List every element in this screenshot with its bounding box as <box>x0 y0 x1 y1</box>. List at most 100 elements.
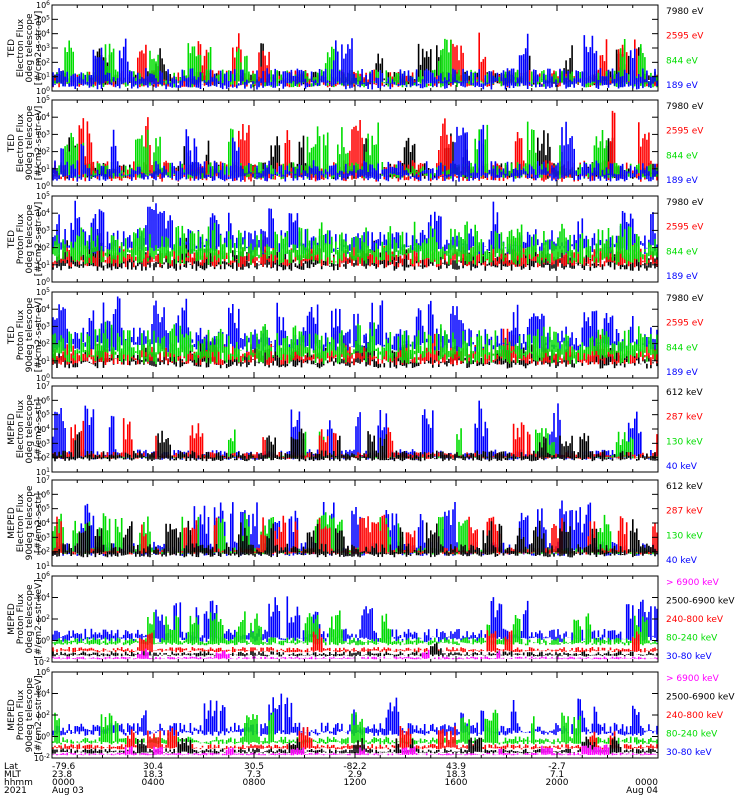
mlt-tick-label: 18.3 <box>143 770 163 780</box>
y-tick-label: 101 <box>36 561 50 571</box>
y-axis-label: TEDProton Flux0deg telescope[#/cm2-s-str… <box>7 202 44 277</box>
y-axis-label: MEPEDProton Flux90deg telescope[#/cm2-s-… <box>7 675 44 754</box>
panel-frame <box>51 99 659 187</box>
legend-entry: 240-800 keV <box>666 711 724 721</box>
legend-entry: 2595 eV <box>666 127 704 137</box>
y-tick-label: 101 <box>36 72 50 82</box>
y-tick-label: 10-2 <box>34 657 50 667</box>
legend-entry: 130 keV <box>666 531 703 541</box>
y-tick-label: 103 <box>36 129 50 139</box>
legend-entry: 2595 eV <box>666 319 704 329</box>
y-tick-label: 104 <box>36 29 50 39</box>
y-tick-label: 101 <box>36 260 50 270</box>
series-trace--6900-kev <box>52 744 658 756</box>
y-tick-label: 105 <box>36 504 50 514</box>
y-axis-label: MEPEDElectron Flux0deg telescope[#/cm2-s… <box>7 394 44 464</box>
legend-entry: 189 eV <box>666 272 699 282</box>
y-tick-label: 103 <box>36 532 50 542</box>
y-tick-label: 100 <box>36 373 50 383</box>
y-tick-label: 104 <box>36 112 50 122</box>
lat-tick-label: 43.9 <box>446 762 466 772</box>
y-tick-label: 103 <box>36 225 50 235</box>
lat-row-label: Lat <box>4 762 19 772</box>
panel-frame <box>51 291 659 379</box>
y-tick-label: 102 <box>36 243 50 253</box>
legend-entry: 240-800 keV <box>666 615 724 625</box>
panel-frame <box>51 195 659 283</box>
legend-entry: 612 keV <box>666 482 703 492</box>
y-tick-label: 10-2 <box>34 753 50 763</box>
date-tick-label: Aug 03 <box>52 786 84 796</box>
y-tick-label: 104 <box>36 304 50 314</box>
mlt-row-label: MLT <box>4 770 22 780</box>
lat-tick-label: -79.6 <box>52 762 76 772</box>
legend-entry: 80-240 keV <box>666 730 718 740</box>
panel-frame <box>51 575 659 663</box>
legend-entry: 189 eV <box>666 81 699 91</box>
series-trace-189-ev <box>52 121 658 182</box>
y-tick-label: 105 <box>36 410 50 420</box>
y-tick-label: 105 <box>36 191 50 201</box>
legend-entry: 80-240 keV <box>666 634 718 644</box>
y-tick-label: 103 <box>36 438 50 448</box>
legend-entry: 844 eV <box>666 56 699 66</box>
series-trace-2500-6900-kev <box>52 642 658 657</box>
mlt-tick-label: 18.3 <box>446 770 466 780</box>
legend-entry: 189 eV <box>666 368 699 378</box>
y-tick-label: 104 <box>36 689 50 699</box>
y-axis-label: MEPEDProton Flux0deg telescope[#/cm2-s-s… <box>7 579 44 658</box>
y-tick-label: 102 <box>36 453 50 463</box>
series-trace-30-80-kev <box>52 596 658 643</box>
time-tick-label: 0800 <box>243 778 266 788</box>
mlt-tick-label: 2.9 <box>348 770 363 780</box>
lat-tick-label: -2.7 <box>548 762 566 772</box>
y-tick-label: 104 <box>36 518 50 528</box>
y-tick-label: 107 <box>36 381 50 391</box>
series-trace-844-ev <box>52 221 658 265</box>
time-tick-label: 0400 <box>142 778 165 788</box>
legend-entry: > 6900 keV <box>666 578 720 588</box>
y-tick-label: 106 <box>36 395 50 405</box>
legend-entry: 844 eV <box>666 343 699 353</box>
legend-entry: 7980 eV <box>666 294 704 304</box>
y-tick-label: 106 <box>36 571 50 581</box>
panel-frame <box>51 671 659 759</box>
y-tick-label: 100 <box>36 636 50 646</box>
series-trace-844-ev <box>52 321 658 365</box>
legend-entry: 844 eV <box>666 247 699 257</box>
y-tick-label: 105 <box>36 95 50 105</box>
y-tick-label: 100 <box>36 732 50 742</box>
y-tick-label: 103 <box>36 43 50 53</box>
legend-entry: 2595 eV <box>666 223 704 233</box>
y-axis-label: TEDProton Flux90deg telescope[#/cm2-s-st… <box>7 297 44 372</box>
series-trace-189-ev <box>52 33 658 90</box>
panel-frame <box>51 4 659 92</box>
series-trace-612-kev <box>52 428 658 462</box>
mlt-tick-label: 7.1 <box>550 770 564 780</box>
panel-frame <box>51 479 659 567</box>
y-axis-label: TEDElectron Flux0deg telescope[#/cm2-s-s… <box>7 11 44 86</box>
lat-tick-label: -82.2 <box>343 762 366 772</box>
legend-entry: 30-80 keV <box>666 652 712 662</box>
date-tick-label: Aug 04 <box>626 786 658 796</box>
y-tick-label: 102 <box>36 57 50 67</box>
legend-entry: 30-80 keV <box>666 748 712 758</box>
y-tick-label: 105 <box>36 14 50 24</box>
y-tick-label: 102 <box>36 710 50 720</box>
y-axis-label: TEDElectron Flux90deg telescope[#/cm2-s-… <box>7 105 44 180</box>
y-tick-label: 106 <box>36 0 50 10</box>
legend-entry: 287 keV <box>666 413 703 423</box>
y-tick-label: 101 <box>36 356 50 366</box>
legend-entry: 40 keV <box>666 462 698 472</box>
mlt-tick-label: 23.8 <box>52 770 72 780</box>
y-axis-label: MEPEDElectron Flux90deg telescope[#/cm2-… <box>7 485 44 560</box>
legend-entry: 2500-6900 keV <box>666 693 735 703</box>
y-tick-label: 103 <box>36 321 50 331</box>
y-tick-label: 102 <box>36 147 50 157</box>
